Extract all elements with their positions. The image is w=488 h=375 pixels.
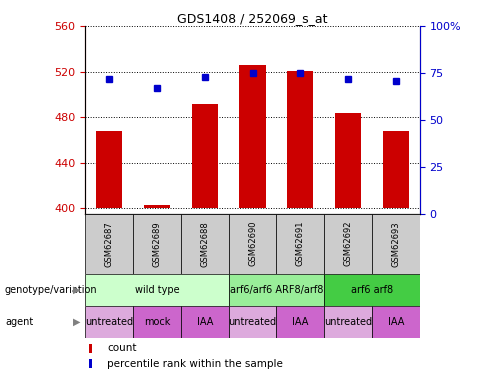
- Bar: [372, 306, 420, 338]
- Bar: [324, 274, 420, 306]
- Bar: [276, 214, 324, 274]
- Bar: [287, 70, 313, 208]
- Bar: [85, 214, 133, 274]
- Text: GSM62687: GSM62687: [105, 221, 114, 267]
- Text: untreated: untreated: [228, 316, 277, 327]
- Bar: [181, 306, 229, 338]
- Text: GSM62690: GSM62690: [248, 221, 257, 267]
- Text: ▶: ▶: [73, 285, 81, 295]
- Text: ▶: ▶: [73, 316, 81, 327]
- Bar: [276, 306, 324, 338]
- Bar: [229, 306, 276, 338]
- Text: count: count: [107, 343, 137, 353]
- Text: wild type: wild type: [135, 285, 180, 295]
- Text: GSM62691: GSM62691: [296, 221, 305, 267]
- Text: IAA: IAA: [292, 316, 308, 327]
- Bar: [192, 104, 218, 208]
- Text: mock: mock: [144, 316, 170, 327]
- Text: GSM62688: GSM62688: [200, 221, 209, 267]
- Bar: [85, 306, 133, 338]
- Bar: [89, 359, 92, 368]
- Bar: [383, 131, 409, 208]
- Bar: [335, 112, 361, 208]
- Bar: [89, 344, 92, 353]
- Text: GSM62692: GSM62692: [344, 221, 352, 267]
- Title: GDS1408 / 252069_s_at: GDS1408 / 252069_s_at: [177, 12, 328, 25]
- Text: percentile rank within the sample: percentile rank within the sample: [107, 358, 283, 369]
- Bar: [96, 131, 122, 208]
- Bar: [372, 214, 420, 274]
- Bar: [133, 306, 181, 338]
- Bar: [229, 274, 324, 306]
- Bar: [85, 274, 229, 306]
- Text: genotype/variation: genotype/variation: [5, 285, 98, 295]
- Text: agent: agent: [5, 316, 33, 327]
- Text: IAA: IAA: [197, 316, 213, 327]
- Bar: [324, 306, 372, 338]
- Text: untreated: untreated: [85, 316, 133, 327]
- Text: GSM62689: GSM62689: [153, 221, 162, 267]
- Bar: [133, 214, 181, 274]
- Bar: [324, 214, 372, 274]
- Text: arf6 arf8: arf6 arf8: [351, 285, 393, 295]
- Text: arf6/arf6 ARF8/arf8: arf6/arf6 ARF8/arf8: [230, 285, 323, 295]
- Text: GSM62693: GSM62693: [391, 221, 400, 267]
- Text: IAA: IAA: [387, 316, 404, 327]
- Bar: [229, 214, 276, 274]
- Bar: [181, 214, 229, 274]
- Bar: [144, 205, 170, 208]
- Bar: [240, 65, 265, 208]
- Text: untreated: untreated: [324, 316, 372, 327]
